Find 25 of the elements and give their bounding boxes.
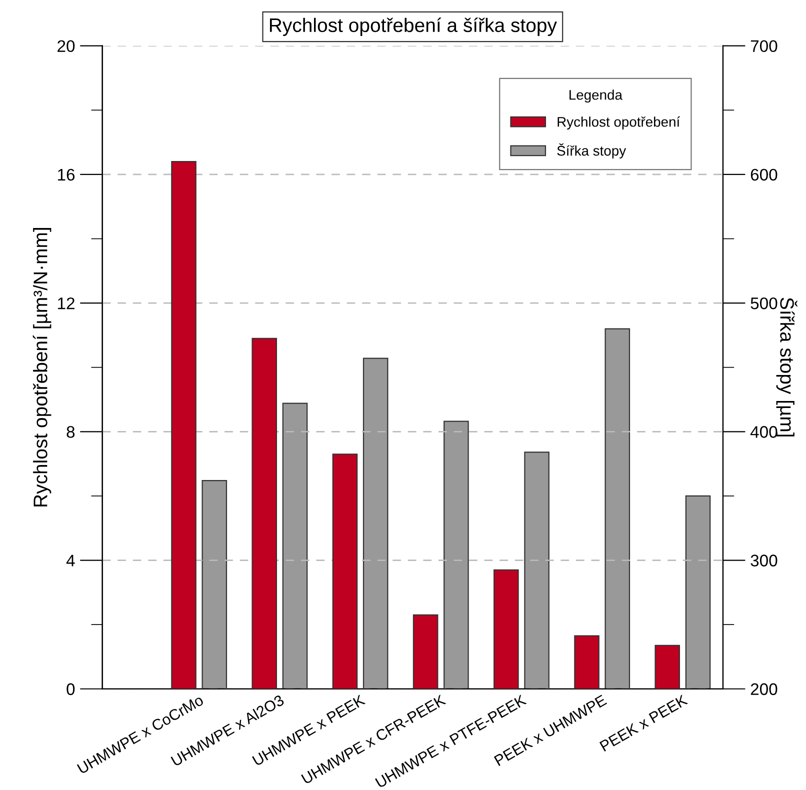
legend-label: Šířka stopy xyxy=(557,143,626,158)
y2-tick-label: 200 xyxy=(750,683,778,696)
bar xyxy=(171,161,196,689)
legend-title: Legenda xyxy=(570,90,622,103)
y2-tick-label: 300 xyxy=(750,554,778,566)
y2-tick-label: 600 xyxy=(750,168,778,181)
y2-axis-title: Šířka stopy [µm] xyxy=(776,298,798,436)
bar xyxy=(332,454,358,689)
bar xyxy=(574,635,600,689)
bar xyxy=(494,569,519,689)
bar xyxy=(412,614,438,689)
y-tick-label: 12 xyxy=(58,297,74,310)
y-tick-label: 16 xyxy=(58,168,75,181)
y-tick-label: 8 xyxy=(66,426,75,438)
y2-tick-label: 400 xyxy=(750,426,778,438)
y-tick-label: 0 xyxy=(66,683,75,696)
chart-title: Rychlost opotřebení a šířka stopy xyxy=(270,18,557,36)
bar xyxy=(252,338,278,689)
y-axis-title: Rychlost opotřebení [µm³/N·mm] xyxy=(32,228,52,506)
y-tick-label: 4 xyxy=(66,554,75,566)
legend-label: Rychlost opotřebení xyxy=(558,116,680,130)
y2-tick-label: 700 xyxy=(750,40,778,52)
y-tick-label: 20 xyxy=(58,40,75,52)
y2-tick-label: 500 xyxy=(750,297,778,310)
bar xyxy=(654,644,680,689)
